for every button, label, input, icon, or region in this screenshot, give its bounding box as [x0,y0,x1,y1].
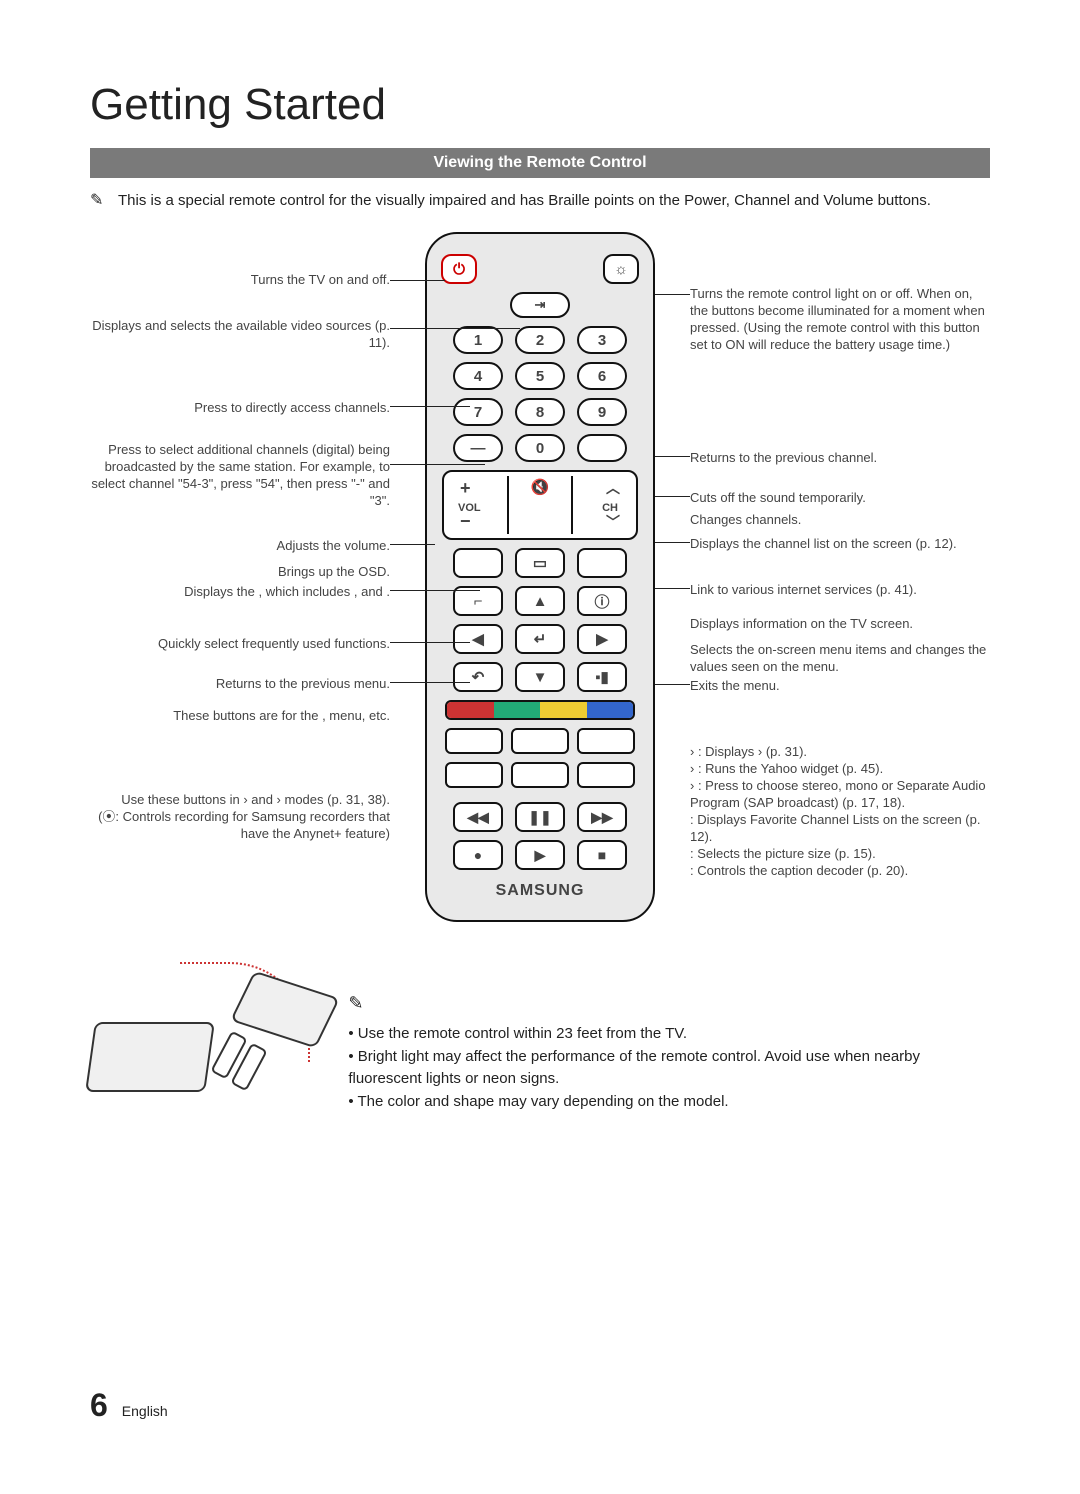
banner-heading: Viewing the Remote Control [90,148,990,178]
callout-left-3: Press to select additional channels (dig… [90,442,390,510]
num-1[interactable]: 1 [453,326,503,354]
internet-button[interactable] [577,548,627,578]
remote-diagram: ⏻ ☼ ⇥ 1 2 3 4 5 6 7 8 9 — 0 + − VOL [90,232,990,922]
page-number: 6 [90,1387,108,1424]
note-icon: ✎ [90,190,112,212]
rewind-button[interactable]: ◀◀ [453,802,503,832]
callout-right-9: › : Displays › (p. 31). › : Runs the Yah… [690,744,990,879]
enter-button[interactable]: ↵ [515,624,565,654]
callout-left-0: Turns the TV on and off. [90,272,390,289]
num-9[interactable]: 9 [577,398,627,426]
play-button[interactable]: ▶ [515,840,565,870]
battery-illustration [90,962,318,1112]
callout-right-5: Link to various internet services (p. 41… [690,582,990,599]
callout-left-8: Returns to the previous menu. [90,676,390,693]
intro-text: This is a special remote control for the… [118,190,931,211]
up-button[interactable]: ▲ [515,586,565,616]
num-4[interactable]: 4 [453,362,503,390]
stop-button[interactable]: ■ [577,840,627,870]
callout-right-4: Displays the channel list on the screen … [690,536,990,553]
page-footer: 6 English [90,1387,168,1424]
function-row-1[interactable] [445,728,635,754]
note-item: Bright light may affect the performance … [348,1046,990,1091]
callout-right-2: Cuts off the sound temporarily. [690,490,990,507]
notes-section: ✎ Use the remote control within 23 feet … [90,962,990,1113]
left-button[interactable]: ◀ [453,624,503,654]
return-button[interactable]: ↶ [453,662,503,692]
dash-button[interactable]: — [453,434,503,462]
color-buttons[interactable] [445,700,635,720]
fwd-button[interactable]: ▶▶ [577,802,627,832]
callout-left-9: These buttons are for the , menu, etc. [90,708,390,725]
light-button[interactable]: ☼ [603,254,639,284]
pause-button[interactable]: ❚❚ [515,802,565,832]
callout-left-2: Press to directly access channels. [90,400,390,417]
num-2[interactable]: 2 [515,326,565,354]
osd-button[interactable] [453,548,503,578]
power-button[interactable]: ⏻ [441,254,477,284]
callout-right-1: Returns to the previous channel. [690,450,990,467]
note-item: Use the remote control within 23 feet fr… [348,1023,990,1046]
footer-lang: English [122,1403,168,1419]
callout-right-8: Exits the menu. [690,678,990,695]
source-button[interactable]: ⇥ [510,292,570,318]
record-button[interactable]: ● [453,840,503,870]
prev-ch-button[interactable] [577,434,627,462]
callout-right-0: Turns the remote control light on or off… [690,286,990,354]
note-icon: ✎ [348,990,990,1017]
callout-right-3: Changes channels. [690,512,990,529]
remote-body: ⏻ ☼ ⇥ 1 2 3 4 5 6 7 8 9 — 0 + − VOL [425,232,655,922]
callout-left-10: Use these buttons in › and › modes (p. 3… [90,792,390,843]
callout-left-4: Adjusts the volume. [90,538,390,555]
vol-ch-rocker[interactable]: + − VOL 🔇 ︿ ﹀ CH [442,470,638,540]
info-button[interactable]: ⓘ [577,586,627,616]
function-row-2[interactable] [445,762,635,788]
num-3[interactable]: 3 [577,326,627,354]
num-0[interactable]: 0 [515,434,565,462]
exit-button[interactable]: ▪▮ [577,662,627,692]
brand-logo: SAMSUNG [496,882,585,900]
right-button[interactable]: ▶ [577,624,627,654]
num-5[interactable]: 5 [515,362,565,390]
down-button[interactable]: ▼ [515,662,565,692]
num-6[interactable]: 6 [577,362,627,390]
callout-right-6: Displays information on the TV screen. [690,616,990,633]
callout-left-7: Quickly select frequently used functions… [90,636,390,653]
intro-note: ✎ This is a special remote control for t… [90,190,990,212]
menu-button[interactable]: ▭ [515,548,565,578]
callout-left-5: Brings up the OSD. [90,564,390,581]
num-8[interactable]: 8 [515,398,565,426]
callout-left-6: Displays the , which includes , and . [90,584,390,601]
callout-right-7: Selects the on-screen menu items and cha… [690,642,990,676]
note-item: The color and shape may vary depending o… [348,1091,990,1114]
num-7[interactable]: 7 [453,398,503,426]
notes-list: Use the remote control within 23 feet fr… [348,1023,990,1113]
callout-left-1: Displays and selects the available video… [90,318,390,352]
section-title: Getting Started [90,80,990,130]
